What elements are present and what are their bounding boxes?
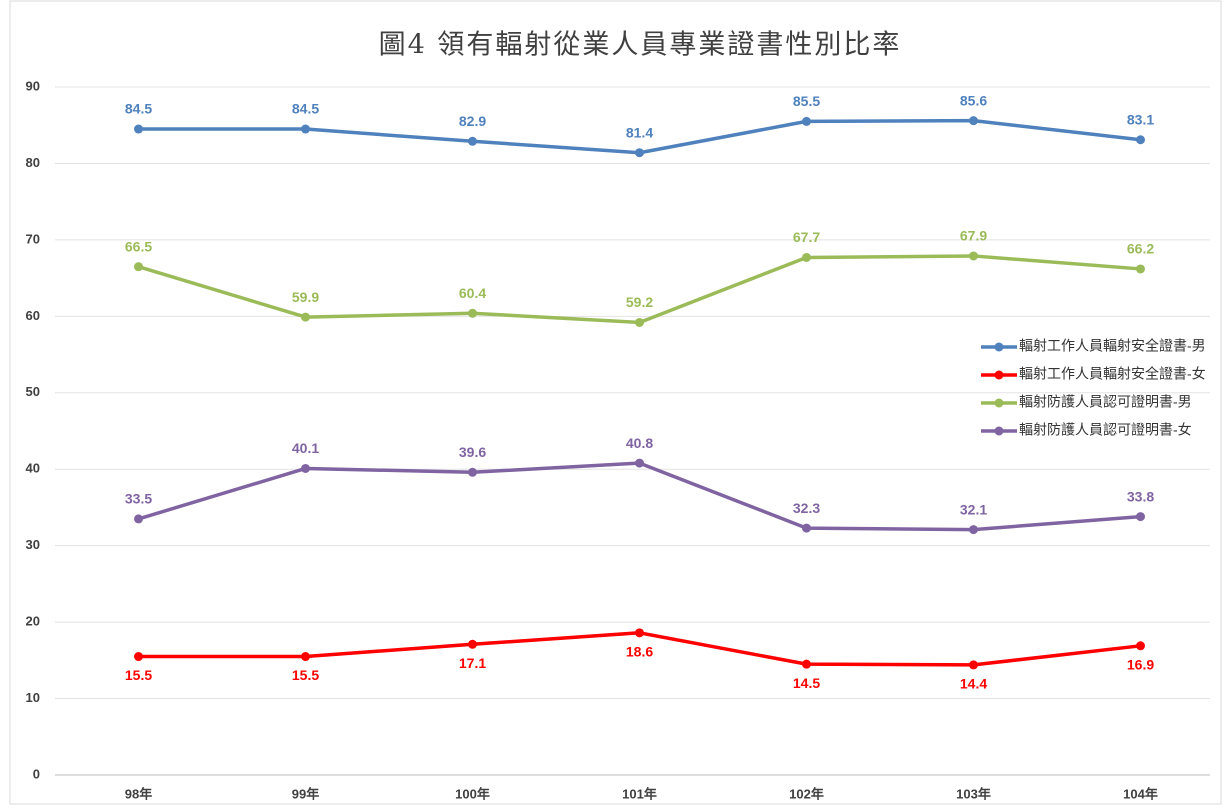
data-label: 33.8 — [1127, 488, 1154, 504]
data-point — [635, 148, 644, 158]
x-tick-label: 104年 — [1123, 786, 1158, 801]
data-point — [1136, 135, 1145, 145]
data-point — [134, 262, 143, 272]
data-point — [802, 116, 811, 126]
data-point — [969, 116, 978, 126]
data-point — [134, 514, 143, 524]
data-label: 40.1 — [292, 440, 319, 456]
chart-title: 圖4 領有輻射從業人員專業證書性別比率 — [379, 30, 902, 61]
data-label: 32.3 — [793, 500, 820, 516]
data-point — [301, 652, 310, 662]
data-label: 67.9 — [960, 228, 987, 244]
y-tick-label: 60 — [26, 308, 40, 323]
x-tick-label: 102年 — [789, 786, 824, 801]
data-label: 66.5 — [125, 238, 152, 254]
legend-label: 輻射防護人員認可證明書-女 — [1019, 422, 1192, 438]
data-point — [969, 525, 978, 535]
y-tick-label: 30 — [26, 537, 40, 552]
data-label: 60.4 — [459, 285, 486, 301]
legend-marker — [994, 370, 1004, 380]
legend-label: 輻射工作人員輻射安全證書-男 — [1019, 338, 1206, 354]
data-point — [1136, 641, 1145, 651]
data-point — [635, 458, 644, 468]
legend-marker — [994, 342, 1004, 352]
x-tick-label: 101年 — [622, 786, 657, 801]
data-point — [301, 312, 310, 322]
x-tick-label: 99年 — [292, 786, 319, 801]
data-label: 17.1 — [459, 655, 486, 671]
data-label: 84.5 — [292, 101, 319, 117]
y-tick-label: 40 — [26, 461, 40, 476]
data-label: 81.4 — [626, 124, 653, 140]
y-tick-label: 80 — [26, 155, 40, 170]
data-label: 84.5 — [125, 101, 152, 117]
data-label: 18.6 — [626, 644, 653, 660]
data-label: 85.6 — [960, 92, 987, 108]
data-point — [468, 136, 477, 146]
data-point — [802, 252, 811, 262]
data-point — [468, 639, 477, 649]
data-label: 15.5 — [125, 667, 152, 683]
data-label: 83.1 — [1127, 111, 1154, 127]
legend-marker — [994, 426, 1004, 436]
data-point — [635, 628, 644, 638]
y-tick-label: 0 — [33, 766, 40, 781]
data-label: 32.1 — [960, 501, 987, 517]
data-label: 85.5 — [793, 93, 820, 109]
data-point — [969, 660, 978, 670]
data-label: 82.9 — [459, 113, 486, 129]
data-label: 15.5 — [292, 667, 319, 683]
data-point — [802, 523, 811, 533]
y-tick-label: 50 — [26, 384, 40, 399]
legend-label: 輻射工作人員輻射安全證書-女 — [1019, 366, 1206, 382]
x-tick-label: 100年 — [455, 786, 490, 801]
data-label: 39.6 — [459, 444, 486, 460]
x-tick-label: 103年 — [956, 786, 991, 801]
data-label: 40.8 — [626, 435, 653, 451]
y-tick-label: 90 — [26, 78, 40, 93]
y-tick-label: 20 — [26, 614, 40, 629]
data-label: 14.4 — [960, 676, 987, 692]
legend-marker — [994, 398, 1004, 408]
chart-border — [9, 0, 1222, 805]
data-point — [301, 124, 310, 134]
data-label: 14.5 — [793, 675, 820, 691]
legend-label: 輻射防護人員認可證明書-男 — [1019, 394, 1192, 410]
y-tick-label: 70 — [26, 231, 40, 246]
y-tick-label: 10 — [26, 690, 40, 705]
data-point — [802, 659, 811, 669]
data-label: 59.9 — [292, 289, 319, 305]
data-point — [301, 463, 310, 473]
data-point — [635, 317, 644, 327]
data-label: 16.9 — [1127, 657, 1154, 673]
data-label: 67.7 — [793, 229, 820, 245]
data-label: 66.2 — [1127, 241, 1154, 257]
data-point — [969, 251, 978, 261]
data-label: 59.2 — [626, 294, 653, 310]
data-point — [468, 308, 477, 318]
data-point — [1136, 264, 1145, 274]
data-point — [1136, 512, 1145, 522]
data-point — [134, 652, 143, 662]
data-point — [134, 124, 143, 134]
data-point — [468, 467, 477, 477]
data-label: 33.5 — [125, 491, 152, 507]
x-tick-label: 98年 — [125, 786, 152, 801]
